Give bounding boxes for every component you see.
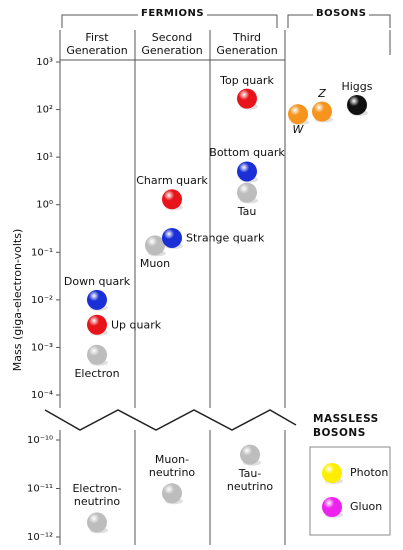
column-header: Third Generation bbox=[216, 31, 278, 57]
y2-tick-label: 10⁻¹⁰ bbox=[27, 435, 53, 446]
particle-label: Tau-neutrino bbox=[226, 466, 274, 493]
legend-swatch bbox=[322, 497, 342, 517]
y-tick-label: 10¹ bbox=[36, 152, 53, 163]
particle bbox=[145, 235, 165, 256]
legend-label: Photon bbox=[350, 466, 389, 479]
particle-label: Top quark bbox=[220, 73, 274, 87]
y-tick-label: 10⁻² bbox=[31, 295, 53, 306]
y-tick-label: 10⁻⁴ bbox=[31, 390, 53, 401]
particle-label: Higgs bbox=[341, 79, 373, 93]
column-header: First Generation bbox=[66, 31, 128, 57]
massless-header: MASSLESS BOSONS bbox=[313, 413, 379, 439]
particle-label: Muon-neutrino bbox=[148, 453, 196, 480]
legend-label: Gluon bbox=[350, 500, 383, 513]
column-header: Second Generation bbox=[141, 31, 203, 57]
group-header: BOSONS bbox=[313, 8, 370, 19]
particle-label: W bbox=[292, 123, 304, 137]
particle-label: Z bbox=[318, 86, 326, 100]
y-tick-label: 10² bbox=[36, 105, 53, 116]
particle bbox=[237, 182, 257, 203]
frame bbox=[44, 14, 391, 545]
y-tick-label: 10³ bbox=[36, 57, 53, 68]
particle bbox=[87, 314, 107, 335]
particle-label: Electron-neutrino bbox=[72, 482, 122, 509]
particle-label: Charm quark bbox=[136, 174, 208, 188]
y2-tick-label: 10⁻¹¹ bbox=[27, 484, 53, 495]
particle-label: Strange quark bbox=[186, 231, 265, 245]
particle bbox=[312, 101, 332, 122]
particle bbox=[162, 189, 182, 210]
particle-label: Bottom quark bbox=[209, 146, 285, 160]
particle bbox=[87, 289, 107, 310]
particle-label: Electron bbox=[74, 366, 120, 380]
legend-swatch bbox=[322, 463, 342, 483]
particle bbox=[87, 344, 107, 365]
particle-label: Up quark bbox=[111, 318, 162, 332]
y-tick-label: 10⁰ bbox=[36, 200, 53, 211]
group-header: FERMIONS bbox=[138, 8, 208, 19]
y2-tick-label: 10⁻¹² bbox=[27, 532, 53, 543]
particle bbox=[240, 444, 260, 465]
particle-label: Tau bbox=[237, 204, 257, 218]
particle bbox=[288, 104, 308, 125]
particle bbox=[162, 483, 182, 504]
y-axis-label: Mass (giga-electron-volts) bbox=[11, 229, 24, 371]
particle bbox=[237, 161, 257, 182]
y-tick-label: 10⁻¹ bbox=[31, 247, 53, 258]
particle-label: Down quark bbox=[63, 274, 131, 288]
particle bbox=[237, 88, 257, 109]
particle bbox=[87, 512, 107, 533]
y-tick-label: 10⁻³ bbox=[31, 342, 53, 353]
particle bbox=[162, 227, 182, 248]
particle bbox=[347, 94, 367, 115]
particle-label: Muon bbox=[139, 257, 171, 271]
